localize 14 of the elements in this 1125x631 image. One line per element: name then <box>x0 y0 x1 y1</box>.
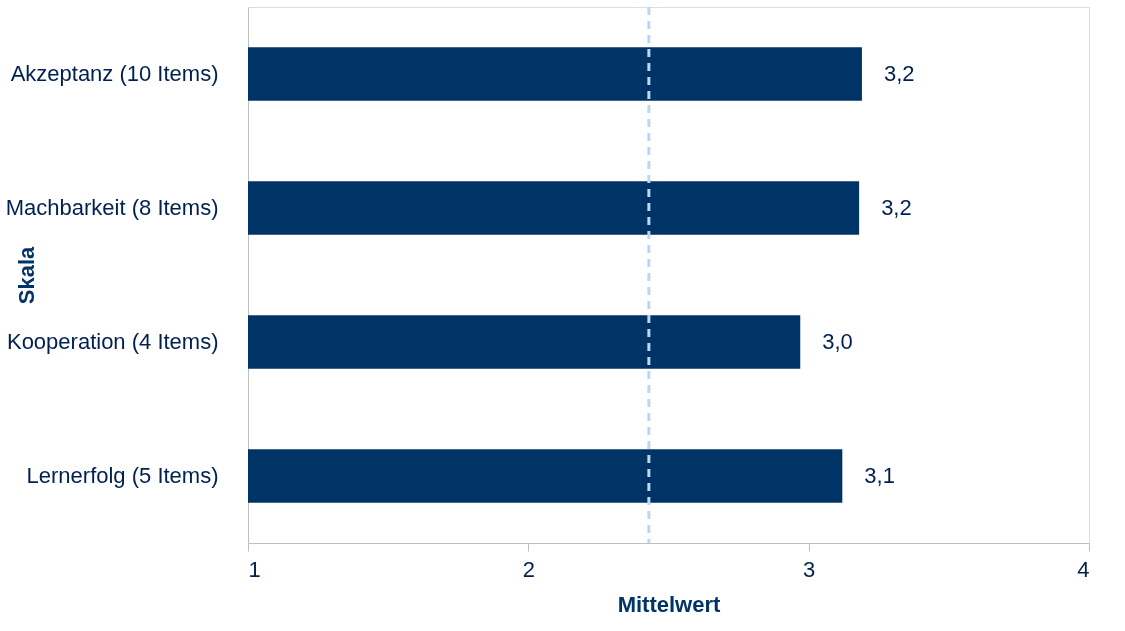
data-label: 3,1 <box>864 463 895 488</box>
y-tick-label: Akzeptanz (10 Items) <box>10 61 219 86</box>
x-tick-label: 3 <box>803 556 816 582</box>
data-label: 3,2 <box>883 61 915 86</box>
y-axis-title: Skala <box>13 245 39 305</box>
data-label: 3,0 <box>822 329 853 354</box>
y-tick-label: Lernerfolg (5 Items) <box>26 463 219 488</box>
y-tick-label: Machbarkeit (8 Items) <box>5 195 219 220</box>
y-tick-label: Kooperation (4 Items) <box>6 329 219 354</box>
x-tick-label: 2 <box>522 556 535 582</box>
data-label: 3,2 <box>881 195 912 220</box>
x-tick-label: 1 <box>248 556 261 582</box>
x-tick-label: 4 <box>1077 556 1090 582</box>
x-axis-title: Mittelwert <box>617 591 721 617</box>
